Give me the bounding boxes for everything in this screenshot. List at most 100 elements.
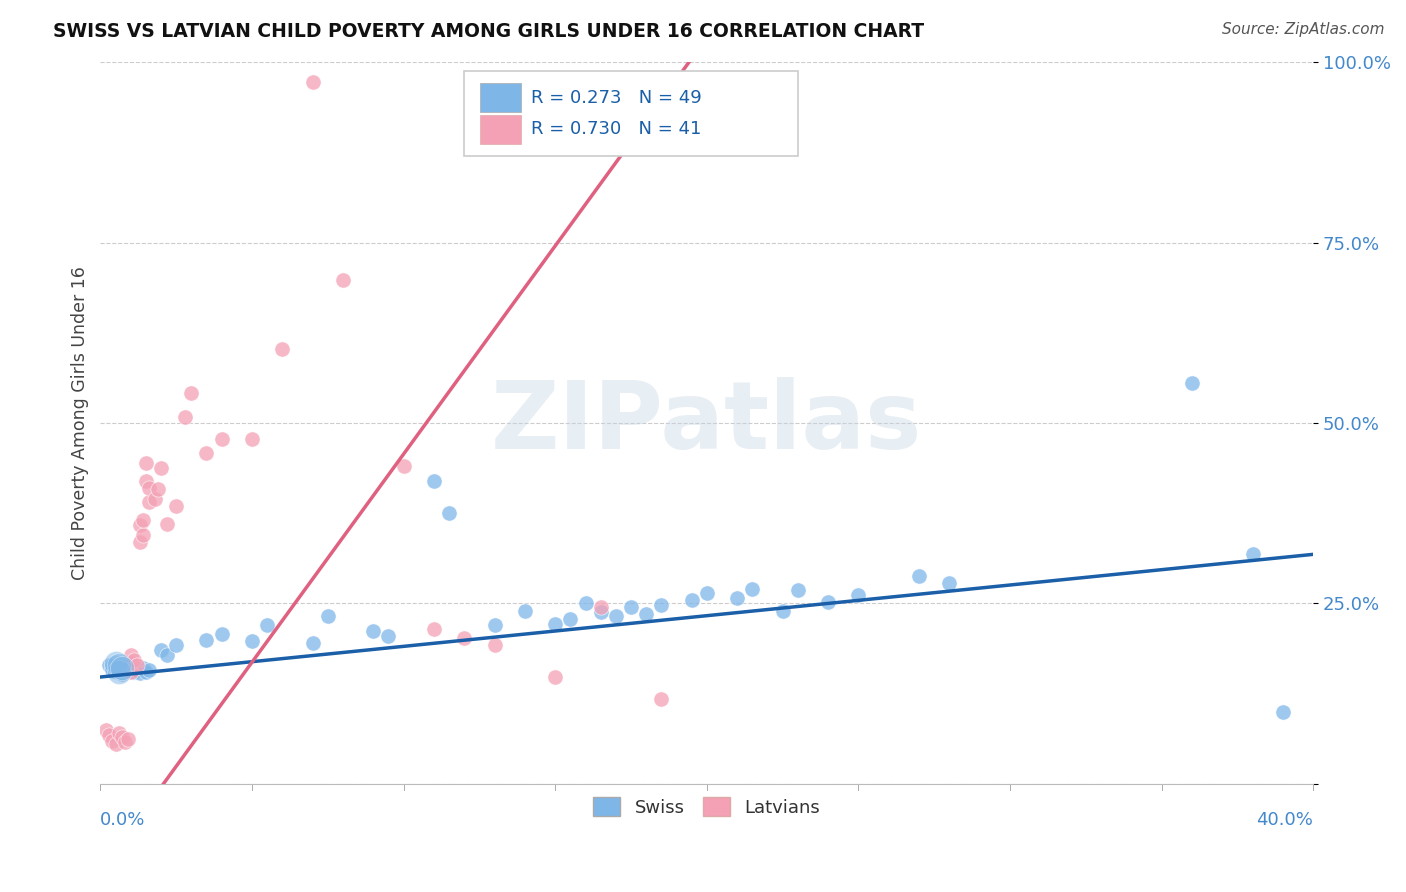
Text: SWISS VS LATVIAN CHILD POVERTY AMONG GIRLS UNDER 16 CORRELATION CHART: SWISS VS LATVIAN CHILD POVERTY AMONG GIR… xyxy=(53,22,925,41)
Point xyxy=(101,663,124,677)
Point xyxy=(104,660,127,674)
Point xyxy=(332,273,354,287)
Point xyxy=(589,600,612,615)
Point xyxy=(120,648,142,663)
Point xyxy=(544,670,567,684)
Point xyxy=(423,622,446,636)
Point xyxy=(560,612,582,626)
FancyBboxPatch shape xyxy=(479,83,522,112)
Point xyxy=(211,626,233,640)
Point xyxy=(107,657,129,672)
Text: 40.0%: 40.0% xyxy=(1257,811,1313,830)
Point xyxy=(104,656,127,670)
Point xyxy=(392,459,415,474)
Point xyxy=(120,665,142,679)
Point xyxy=(96,723,118,737)
Point xyxy=(423,474,446,488)
Point xyxy=(240,432,263,446)
FancyBboxPatch shape xyxy=(464,70,797,156)
Point xyxy=(132,661,155,675)
Point xyxy=(117,661,139,675)
Point xyxy=(104,660,127,674)
Text: ZIPatlas: ZIPatlas xyxy=(491,377,922,469)
Point xyxy=(650,691,672,706)
Point xyxy=(240,634,263,648)
Point xyxy=(98,728,121,742)
Point xyxy=(156,648,179,663)
Point xyxy=(437,506,460,520)
Legend: Swiss, Latvians: Swiss, Latvians xyxy=(586,790,828,824)
Point xyxy=(938,576,960,591)
Point xyxy=(513,604,536,618)
Point xyxy=(696,585,718,599)
Point xyxy=(114,735,136,749)
Point xyxy=(138,663,160,677)
Point xyxy=(605,609,627,624)
Point xyxy=(574,596,596,610)
Point xyxy=(110,667,132,681)
Point xyxy=(101,733,124,747)
Point xyxy=(150,643,173,657)
Point xyxy=(107,726,129,740)
Point xyxy=(146,483,169,497)
Point xyxy=(110,730,132,744)
Point xyxy=(772,604,794,618)
Point xyxy=(107,665,129,679)
Point xyxy=(256,618,278,632)
Point xyxy=(132,513,155,527)
Text: R = 0.273   N = 49: R = 0.273 N = 49 xyxy=(531,88,702,106)
Point xyxy=(117,732,139,747)
Point xyxy=(589,605,612,619)
Point xyxy=(180,385,202,400)
Point xyxy=(120,656,142,670)
Point xyxy=(128,535,150,549)
Point xyxy=(132,528,155,542)
Point xyxy=(174,410,197,425)
Point xyxy=(453,631,475,645)
Point xyxy=(104,737,127,751)
Point xyxy=(107,665,129,679)
Point xyxy=(125,663,148,677)
Point xyxy=(316,609,339,624)
Point xyxy=(110,661,132,675)
Point xyxy=(195,446,218,460)
Point xyxy=(128,666,150,681)
Point xyxy=(125,657,148,672)
Point xyxy=(741,582,763,596)
Point xyxy=(650,598,672,612)
Point xyxy=(301,75,323,89)
Point xyxy=(544,616,567,631)
Point xyxy=(211,432,233,446)
Point xyxy=(135,665,157,679)
Point xyxy=(165,638,187,652)
Point xyxy=(848,588,870,602)
Point xyxy=(135,474,157,488)
Point xyxy=(377,629,399,643)
Point xyxy=(1241,547,1264,561)
Point xyxy=(156,516,179,531)
Point xyxy=(120,659,142,673)
Point xyxy=(195,632,218,647)
Point xyxy=(636,607,658,622)
Point xyxy=(786,583,808,598)
Point xyxy=(817,595,839,609)
Point xyxy=(150,460,173,475)
Point xyxy=(1271,705,1294,719)
Point xyxy=(138,495,160,509)
Text: Source: ZipAtlas.com: Source: ZipAtlas.com xyxy=(1222,22,1385,37)
FancyBboxPatch shape xyxy=(479,115,522,144)
Point xyxy=(128,518,150,533)
Point xyxy=(143,491,166,506)
Point xyxy=(135,456,157,470)
Point xyxy=(681,592,703,607)
Text: 0.0%: 0.0% xyxy=(100,811,146,830)
Point xyxy=(1181,376,1204,391)
Point xyxy=(484,618,506,632)
Point xyxy=(165,499,187,513)
Point xyxy=(361,624,384,638)
Point xyxy=(301,636,323,650)
Point xyxy=(271,343,294,357)
Point xyxy=(98,657,121,672)
Point xyxy=(725,591,748,605)
Point xyxy=(122,665,145,679)
